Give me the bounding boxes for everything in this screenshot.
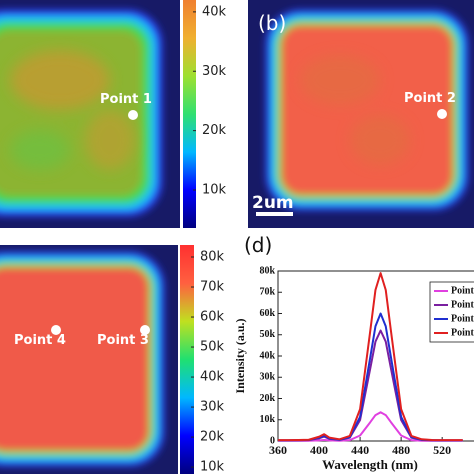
y-tick-label: 50k: [259, 329, 275, 340]
point-label: Point 3: [97, 333, 149, 348]
colorbar-tick-label: 40k: [200, 370, 225, 385]
colorbar-tick-label: 80k: [200, 250, 225, 265]
colorbar-tick-label: 20k: [202, 123, 227, 138]
colorbar-tick-label: 30k: [202, 64, 227, 79]
colorbar-tick-label: 30k: [200, 400, 225, 415]
x-tick-label: 360: [269, 443, 287, 457]
y-tick-label: 0: [270, 435, 275, 446]
legend-label: Point 3: [451, 313, 474, 324]
colorbar: [183, 0, 196, 228]
point-marker: [51, 325, 61, 335]
x-tick-label: 480: [392, 443, 410, 457]
line-series: [278, 411, 463, 442]
colorbar: [180, 245, 194, 474]
point-marker: [140, 325, 150, 335]
colorbar-tick-label: 60k: [200, 310, 225, 325]
x-tick-label: 440: [351, 443, 369, 457]
x-tick-label: 400: [310, 443, 328, 457]
y-tick-label: 20k: [259, 393, 275, 404]
x-axis-label: Wavelength (nm): [322, 457, 418, 472]
point-label: Point 2: [404, 91, 456, 106]
legend-label: Point 4: [451, 327, 474, 338]
colorbar-tick-label: 20k: [200, 430, 225, 445]
scale-bar: [256, 212, 293, 216]
y-tick-label: 80k: [259, 265, 275, 276]
point-marker: [128, 110, 138, 120]
y-axis-label: Intensity (a.u.): [233, 318, 247, 393]
point-label: Point 1: [100, 92, 152, 107]
x-tick-label: 520: [433, 443, 451, 457]
colorbar-tick-label: 10k: [200, 460, 225, 474]
legend-label: Point 2: [451, 299, 474, 310]
y-tick-label: 30k: [259, 372, 275, 383]
colorbar-tick-label: 50k: [200, 340, 225, 355]
point-marker: [437, 109, 447, 119]
legend-label: Point 1: [451, 285, 474, 296]
panel-label: (d): [244, 233, 272, 257]
scale-bar-label: 2um: [252, 193, 294, 213]
y-tick-label: 60k: [259, 308, 275, 319]
colorbar-tick-label: 10k: [202, 183, 227, 198]
line-series: [278, 272, 463, 442]
heatmap-image: [248, 0, 474, 228]
point-label: Point 4: [14, 333, 66, 348]
y-tick-label: 10k: [259, 414, 275, 425]
heatmap-image: [0, 0, 180, 228]
heatmap-image: [0, 245, 178, 474]
line-series: [278, 329, 463, 442]
colorbar-tick-label: 70k: [200, 280, 225, 295]
panel-label: (b): [258, 11, 286, 35]
y-tick-label: 70k: [259, 287, 275, 298]
y-tick-label: 40k: [259, 350, 275, 361]
colorbar-tick-label: 40k: [202, 4, 227, 19]
